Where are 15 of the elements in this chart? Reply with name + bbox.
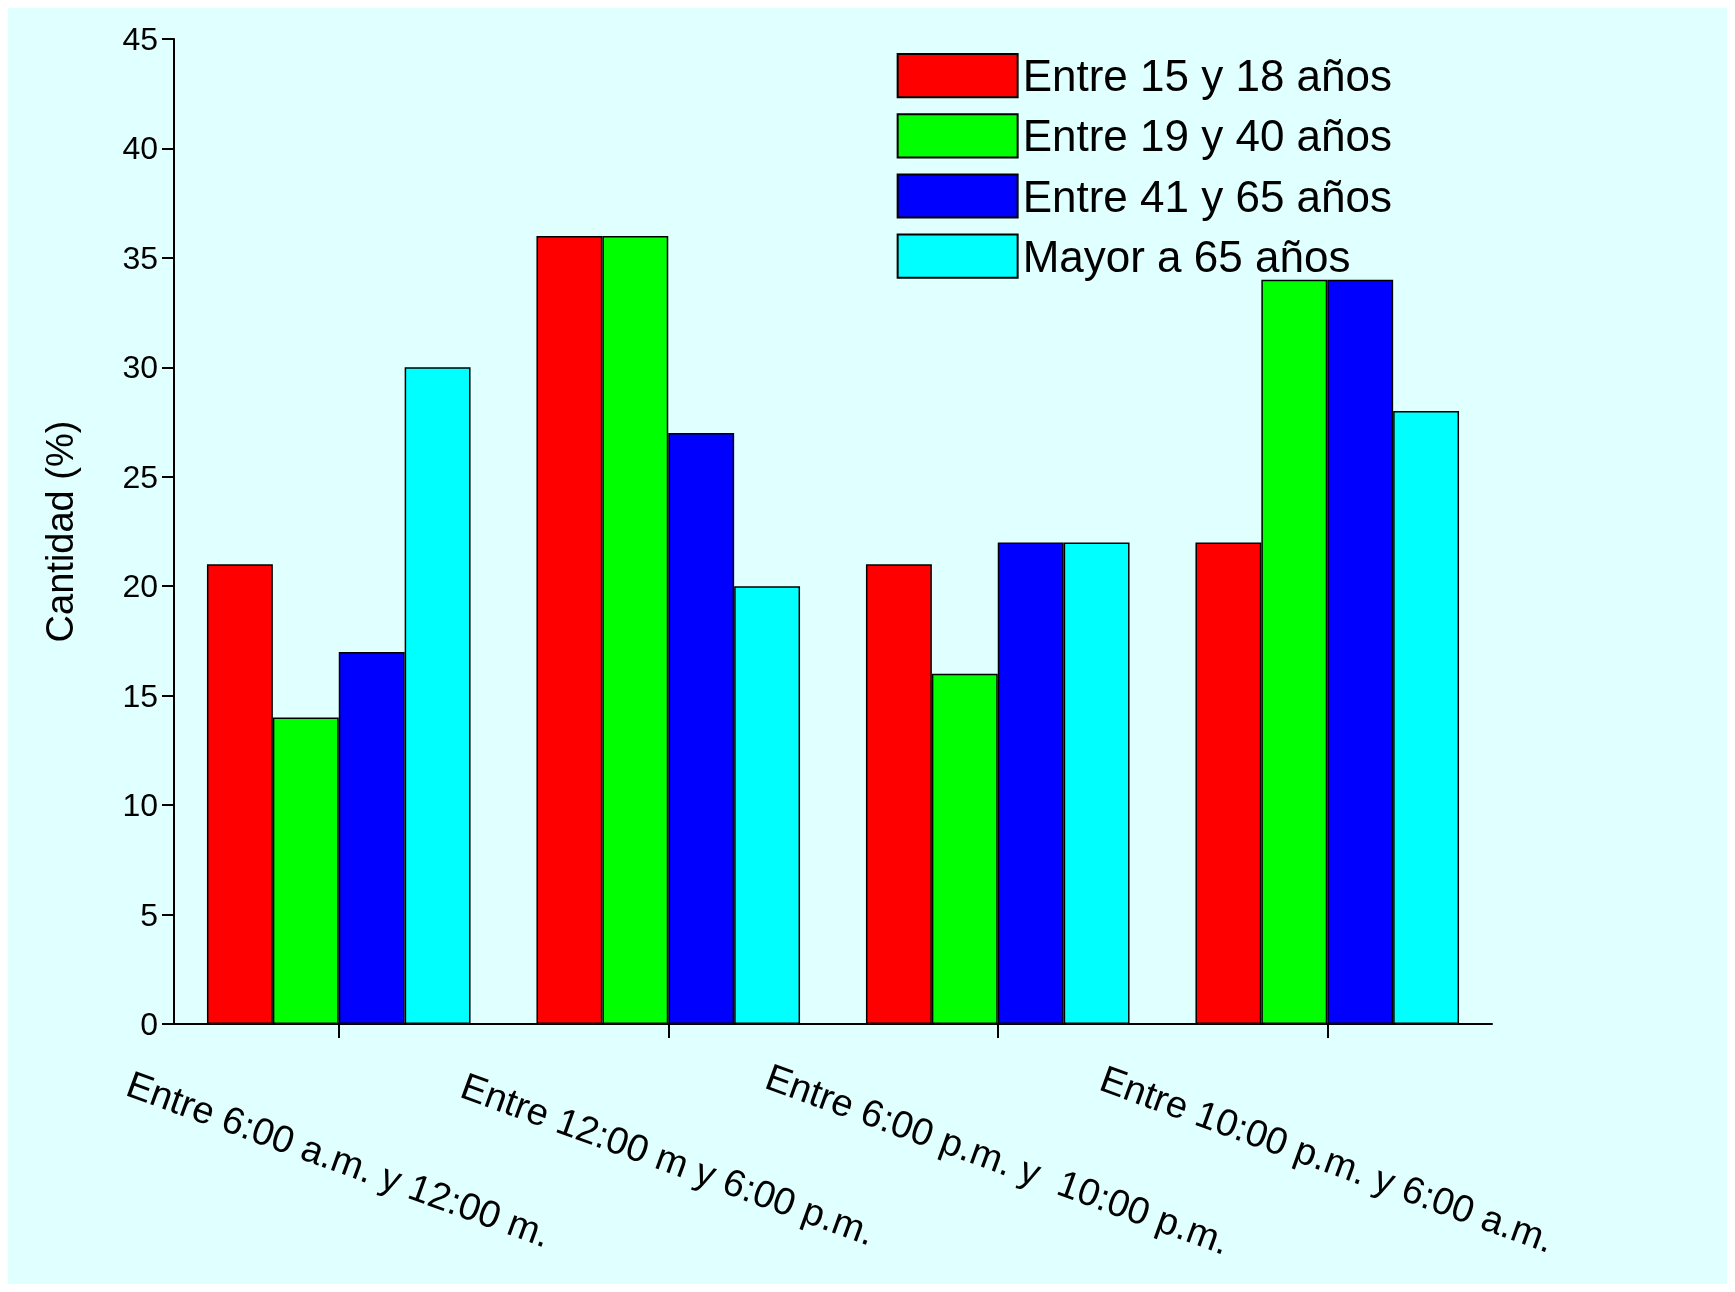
legend-label: Mayor a 65 años — [1022, 231, 1351, 281]
y-tick-label: 15 — [122, 677, 158, 714]
y-tick-label: 0 — [140, 1006, 158, 1042]
y-tick-label: 45 — [122, 21, 158, 57]
y-tick-label: 40 — [122, 130, 158, 167]
y-tick-label: 35 — [122, 239, 158, 276]
legend-label: Entre 41 y 65 años — [1022, 171, 1392, 221]
y-tick-label: 25 — [122, 458, 158, 495]
legend-label: Entre 15 y 18 años — [1022, 51, 1392, 101]
y-tick-label: 30 — [122, 349, 158, 386]
y-tick-label: 10 — [122, 787, 158, 824]
y-tick-label: 5 — [140, 896, 158, 933]
legend-label: Entre 19 y 40 años — [1022, 111, 1392, 161]
y-tick-label: 20 — [122, 568, 158, 605]
y-axis-title: Cantidad (%) — [39, 420, 81, 643]
